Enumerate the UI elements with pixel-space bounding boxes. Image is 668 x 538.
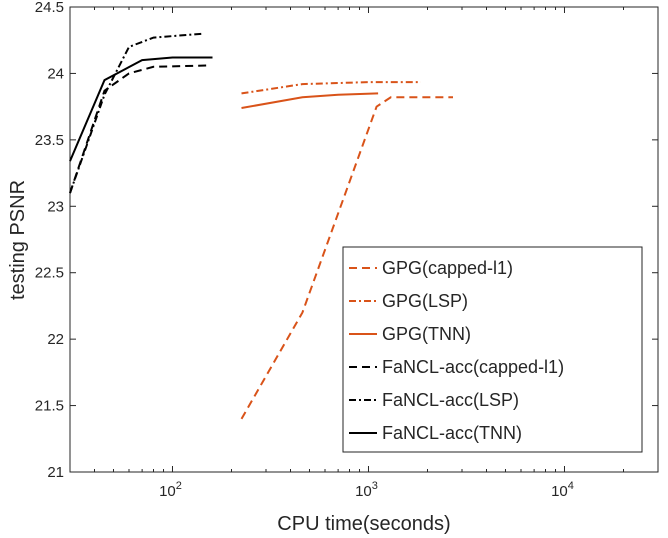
x-tick-exponent: 3 [372,480,378,492]
legend-label: GPG(TNN) [382,324,471,344]
series-line-0 [240,96,453,420]
x-tick-exponent: 2 [176,480,182,492]
y-tick-label: 23.5 [35,132,64,149]
x-tick-label: 104 [551,480,574,500]
x-axis-label: CPU time(seconds) [277,513,450,535]
legend-label: FaNCL-acc(capped-l1) [382,357,564,377]
series-line-2 [241,92,379,109]
y-tick-label: 21 [47,464,64,481]
y-tick-label: 22 [47,331,64,348]
x-tick-label: 103 [355,480,378,500]
y-tick-label: 21.5 [35,398,64,415]
series-line-1 [241,81,421,95]
legend-label: FaNCL-acc(LSP) [382,390,519,410]
y-tick-label: 24.5 [35,0,64,16]
series-line-4 [69,32,205,194]
legend-label: GPG(LSP) [382,291,468,311]
y-tick-label: 23 [47,198,64,215]
series-line-5 [69,56,213,162]
y-axis-label: testing PSNR [7,180,29,300]
y-tick-label: 22.5 [35,265,64,282]
x-tick-label: 102 [159,480,182,500]
series-layer [69,32,453,420]
y-tick-label: 24 [47,65,64,82]
legend: GPG(capped-l1) GPG(LSP) GPG(TNN) FaNCL-acc(… [342,246,643,453]
legend-label: FaNCL-acc(TNN) [382,423,522,443]
x-tick-exponent: 4 [568,480,574,492]
legend-box [342,246,643,453]
legend-label: GPG(capped-l1) [382,258,513,278]
